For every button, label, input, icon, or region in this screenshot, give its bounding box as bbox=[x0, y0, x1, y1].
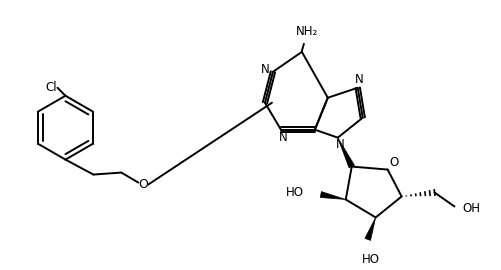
Text: Cl: Cl bbox=[46, 81, 57, 94]
Text: O: O bbox=[138, 178, 148, 191]
Polygon shape bbox=[320, 192, 345, 200]
Polygon shape bbox=[337, 138, 354, 168]
Polygon shape bbox=[364, 217, 375, 240]
Text: N: N bbox=[335, 138, 344, 151]
Text: HO: HO bbox=[285, 186, 303, 199]
Text: HO: HO bbox=[361, 253, 379, 266]
Text: NH₂: NH₂ bbox=[295, 25, 317, 38]
Text: O: O bbox=[388, 156, 397, 169]
Text: N: N bbox=[278, 131, 287, 144]
Text: N: N bbox=[260, 63, 269, 76]
Text: N: N bbox=[355, 73, 363, 86]
Text: OH: OH bbox=[461, 202, 479, 215]
